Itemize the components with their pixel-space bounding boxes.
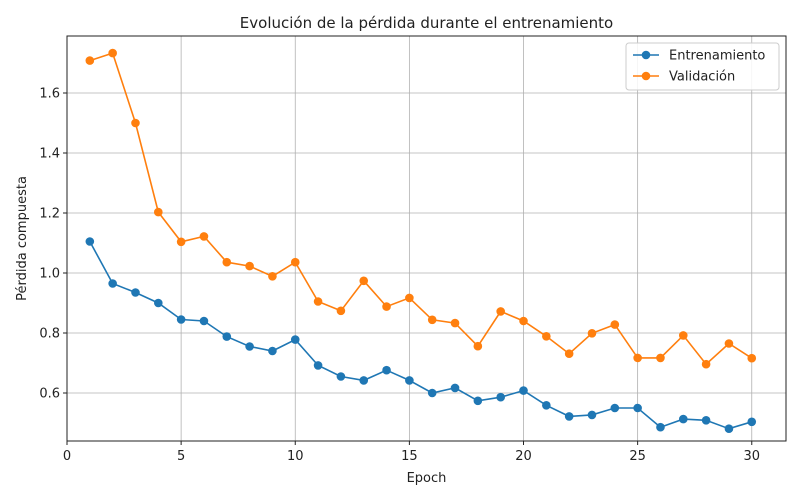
y-tick-label: 0.6 bbox=[39, 387, 60, 402]
y-tick-label: 1.0 bbox=[39, 267, 60, 282]
data-point-validacion bbox=[587, 329, 597, 338]
data-point-entrenamiento bbox=[450, 383, 460, 393]
data-point-entrenamiento bbox=[542, 401, 551, 410]
data-point-validacion bbox=[701, 359, 711, 369]
data-point-validacion bbox=[450, 318, 460, 328]
data-point-entrenamiento bbox=[656, 422, 665, 432]
data-point-validacion bbox=[245, 261, 254, 271]
data-point-validacion bbox=[473, 341, 483, 351]
x-tick-label: 10 bbox=[287, 449, 304, 464]
data-point-entrenamiento bbox=[222, 332, 232, 341]
data-point-validacion bbox=[176, 237, 186, 247]
data-point-validacion bbox=[359, 276, 369, 286]
data-point-entrenamiento bbox=[290, 335, 300, 344]
data-point-entrenamiento bbox=[268, 346, 277, 356]
legend-entry-label: Validación bbox=[669, 70, 735, 85]
data-point-entrenamiento bbox=[473, 396, 483, 406]
data-point-entrenamiento bbox=[427, 388, 437, 398]
data-point-entrenamiento bbox=[496, 392, 505, 402]
legend-items: Entrenamiento Validación bbox=[633, 49, 765, 85]
data-point-entrenamiento bbox=[747, 417, 757, 427]
data-point-entrenamiento bbox=[176, 315, 186, 324]
data-point-validacion bbox=[633, 353, 642, 363]
data-point-entrenamiento bbox=[405, 376, 414, 385]
series-entrenamiento bbox=[85, 237, 757, 434]
data-point-validacion bbox=[747, 353, 757, 363]
data-point-validacion bbox=[199, 232, 209, 241]
x-tick-label: 5 bbox=[177, 449, 185, 464]
data-point-validacion bbox=[610, 320, 620, 329]
data-point-validacion bbox=[108, 48, 117, 58]
data-point-validacion bbox=[85, 56, 95, 65]
data-point-entrenamiento bbox=[724, 424, 734, 434]
x-axis-label: Epoch bbox=[407, 471, 447, 486]
data-point-validacion bbox=[268, 272, 277, 281]
data-point-entrenamiento bbox=[564, 412, 574, 421]
data-point-entrenamiento bbox=[85, 237, 95, 246]
data-point-validacion bbox=[519, 316, 528, 326]
data-point-validacion bbox=[290, 257, 300, 267]
data-point-validacion bbox=[656, 353, 665, 363]
legend-entry-label: Entrenamiento bbox=[669, 49, 765, 64]
data-point-entrenamiento bbox=[154, 298, 163, 308]
data-point-entrenamiento bbox=[633, 403, 642, 413]
x-tick-label: 20 bbox=[515, 449, 532, 464]
data-point-entrenamiento bbox=[108, 279, 117, 288]
data-point-validacion bbox=[154, 207, 163, 217]
plot-frame bbox=[66, 35, 787, 442]
y-tick-label: 1.6 bbox=[39, 87, 60, 102]
data-point-entrenamiento bbox=[701, 416, 711, 425]
x-tick-label: 0 bbox=[63, 449, 71, 464]
data-point-validacion bbox=[336, 306, 346, 316]
legend: Entrenamiento Validación bbox=[625, 42, 780, 91]
data-point-validacion bbox=[564, 349, 574, 359]
y-axis-ticks: 0.6 0.8 1.0 1.2 1.4 1.6 bbox=[39, 87, 67, 402]
x-tick-label: 30 bbox=[743, 449, 760, 464]
data-point-validacion bbox=[542, 332, 551, 341]
chart-title: Evolución de la pérdida durante el entre… bbox=[240, 14, 613, 32]
data-point-entrenamiento bbox=[519, 386, 528, 395]
y-tick-label: 1.2 bbox=[39, 207, 60, 222]
data-point-entrenamiento bbox=[587, 410, 597, 420]
data-point-validacion bbox=[382, 302, 391, 311]
x-tick-label: 25 bbox=[629, 449, 646, 464]
x-axis-ticks: 0 5 10 15 20 25 30 bbox=[63, 441, 760, 464]
y-tick-label: 0.8 bbox=[39, 327, 60, 342]
data-point-entrenamiento bbox=[245, 342, 254, 351]
data-point-validacion bbox=[222, 257, 232, 267]
legend-swatch-marker bbox=[641, 71, 651, 81]
data-point-entrenamiento bbox=[610, 403, 620, 413]
data-point-entrenamiento bbox=[336, 372, 346, 381]
data-point-entrenamiento bbox=[382, 365, 391, 375]
legend-box bbox=[625, 42, 780, 91]
data-point-validacion bbox=[496, 307, 505, 316]
data-point-validacion bbox=[313, 297, 323, 306]
data-point-entrenamiento bbox=[678, 414, 688, 424]
data-point-validacion bbox=[724, 339, 734, 348]
series-validacion bbox=[85, 48, 757, 369]
data-point-validacion bbox=[131, 118, 140, 128]
data-point-entrenamiento bbox=[313, 361, 323, 370]
data-point-entrenamiento bbox=[359, 376, 369, 385]
data-point-validacion bbox=[678, 331, 688, 340]
legend-swatch-marker bbox=[641, 50, 651, 60]
data-point-entrenamiento bbox=[199, 316, 209, 326]
y-tick-label: 1.4 bbox=[39, 147, 60, 162]
series-layer bbox=[85, 48, 757, 434]
data-point-entrenamiento bbox=[131, 288, 140, 297]
x-tick-label: 15 bbox=[401, 449, 418, 464]
data-point-validacion bbox=[405, 293, 414, 303]
y-axis-label: Pérdida compuesta bbox=[15, 176, 30, 301]
data-point-validacion bbox=[427, 315, 437, 325]
